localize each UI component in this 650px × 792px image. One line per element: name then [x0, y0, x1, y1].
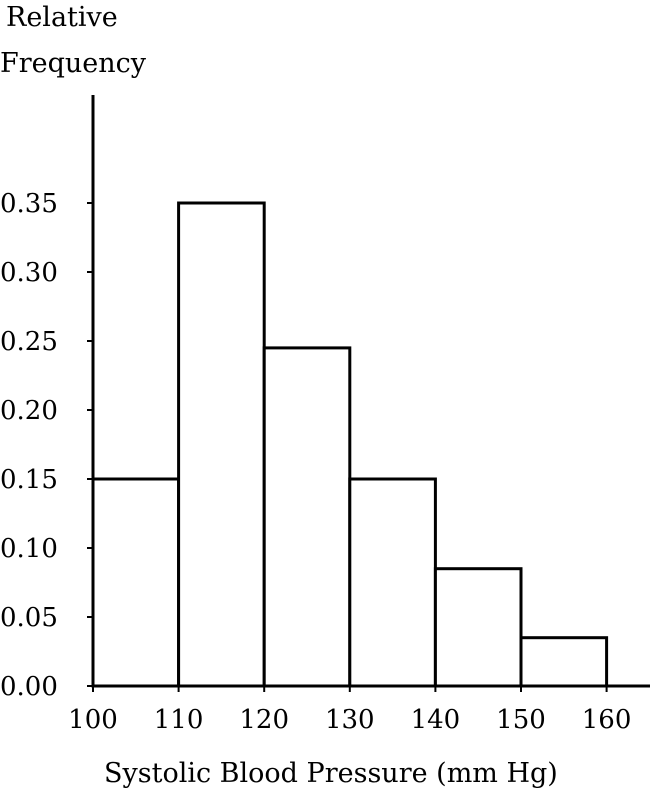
bar-110-120 — [177, 201, 266, 688]
x-axis-title: Systolic Blood Pressure (mm Hg) — [104, 758, 558, 789]
x-tick-label-100: 100 — [68, 705, 118, 735]
x-tick-label-130: 130 — [325, 705, 375, 735]
y-axis-ticks: 0.00 0.05 0.10 0.15 0.20 0.25 0.30 0.35 — [0, 189, 93, 702]
bar-100-110 — [91, 477, 181, 688]
bar-140-150 — [433, 567, 523, 688]
x-tick-label-120: 120 — [239, 705, 289, 735]
y-tick-label-0.25: 0.25 — [0, 327, 58, 357]
y-tick-label-0.10: 0.10 — [0, 534, 58, 564]
bars-group — [91, 201, 609, 688]
y-tick-label-0.15: 0.15 — [0, 465, 58, 495]
bar-120-130 — [262, 346, 352, 688]
y-tick-label-0.35: 0.35 — [0, 189, 58, 219]
x-tick-label-160: 160 — [582, 705, 632, 735]
y-tick-label-0.20: 0.20 — [0, 396, 58, 426]
y-tick-label-0.05: 0.05 — [0, 603, 58, 633]
x-axis-ticks: 100 110 120 130 140 150 160 — [68, 686, 631, 735]
y-axis-title-line-1: Relative — [6, 2, 118, 33]
x-tick-label-140: 140 — [411, 705, 461, 735]
x-tick-label-150: 150 — [496, 705, 546, 735]
bar-130-140 — [348, 477, 437, 688]
y-tick-label-0.00: 0.00 — [0, 672, 58, 702]
y-tick-label-0.30: 0.30 — [0, 258, 58, 288]
x-tick-label-110: 110 — [154, 705, 204, 735]
bar-150-160 — [519, 636, 609, 688]
y-axis-title-line-2: Frequency — [0, 48, 147, 79]
